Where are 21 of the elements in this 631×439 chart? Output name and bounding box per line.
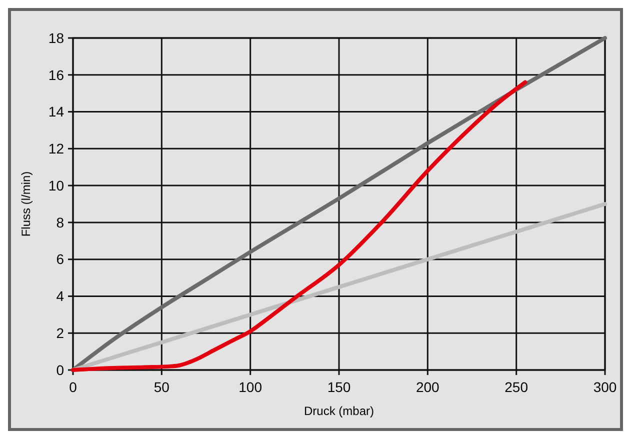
y-tick-label: 16 <box>48 66 64 83</box>
y-tick-label: 0 <box>56 362 64 378</box>
x-tick-label: 100 <box>238 379 262 395</box>
x-tick-label: 250 <box>504 379 528 395</box>
x-tick-label: 150 <box>327 379 351 395</box>
y-tick-label: 12 <box>48 140 64 157</box>
y-tick-label: 2 <box>56 325 64 342</box>
x-tick-label: 200 <box>416 379 440 395</box>
y-tick-label: 4 <box>56 288 64 304</box>
x-axis-title: Druck (mbar) <box>304 404 374 418</box>
x-tick-label: 300 <box>593 379 617 395</box>
y-tick-label: 14 <box>48 104 64 120</box>
y-axis-title: Fluss (l/min) <box>19 171 33 237</box>
x-tick-label: 50 <box>154 379 170 395</box>
y-tick-label: 10 <box>48 177 64 194</box>
x-tick-label: 0 <box>69 379 78 395</box>
line-series <box>71 36 607 372</box>
y-tick-label: 8 <box>56 214 64 230</box>
line-series <box>71 80 528 372</box>
y-tick-label: 18 <box>48 30 64 46</box>
y-tick-label: 6 <box>56 251 64 268</box>
